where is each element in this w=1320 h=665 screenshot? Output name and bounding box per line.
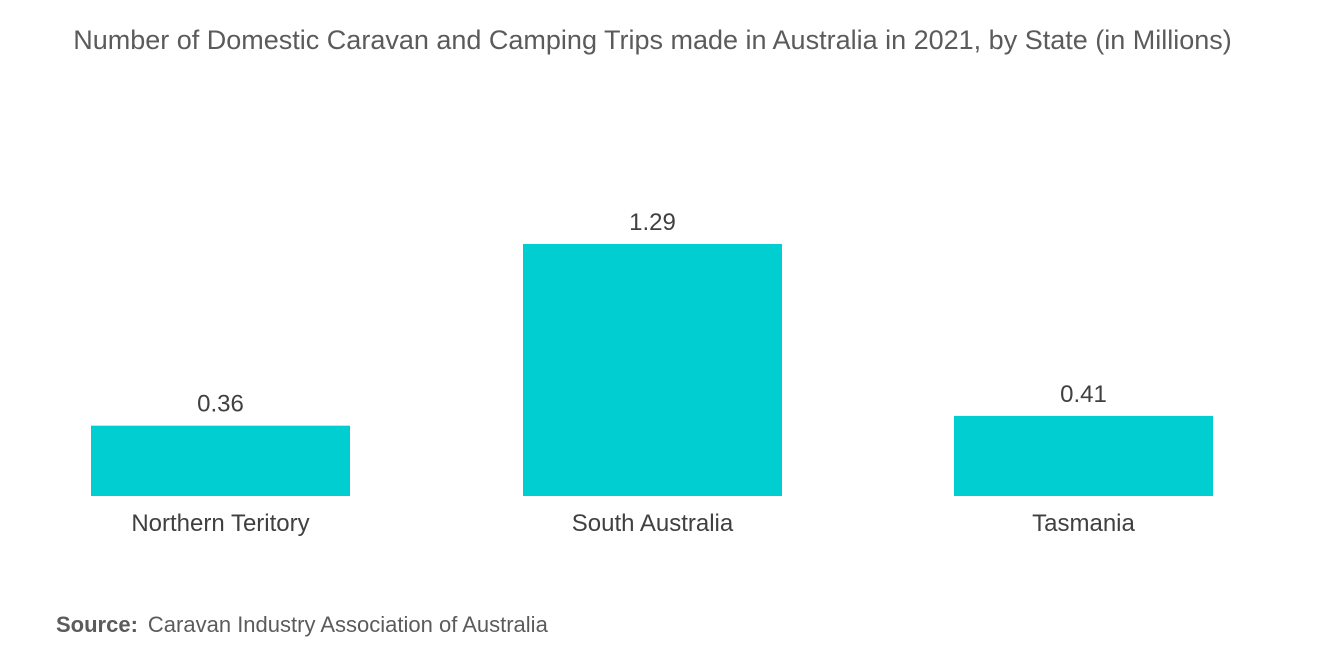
value-label-northern-teritory: 0.36 [197,391,244,418]
category-labels-group: Northern Teritory South Australia Tasmania [131,510,1135,537]
source-label: Source: [56,612,138,637]
category-label-tasmania: Tasmania [1032,510,1135,537]
bar-northern-teritory [91,425,350,496]
value-labels-group: 0.36 1.29 0.41 [197,209,1107,418]
chart-title: Number of Domestic Caravan and Camping T… [73,25,1232,55]
category-label-south-australia: South Australia [572,510,734,537]
value-label-south-australia: 1.29 [629,209,676,236]
bars-group [91,244,1213,496]
source-text: Caravan Industry Association of Australi… [147,612,548,637]
category-label-northern-teritory: Northern Teritory [131,510,309,537]
bar-south-australia [523,244,782,496]
source-note: Source: Caravan Industry Association of A… [56,612,548,638]
bar-tasmania [954,415,1213,496]
value-label-tasmania: 0.41 [1060,381,1107,408]
